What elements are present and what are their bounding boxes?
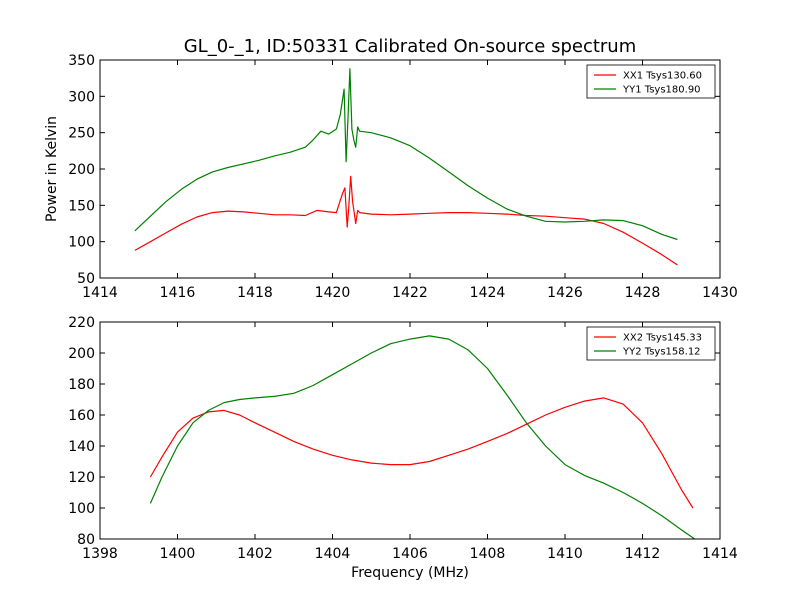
x-tick-label-0-5: 1424 xyxy=(470,285,506,301)
legend-label-0-1: YY1 Tsys180.90 xyxy=(622,85,701,96)
x-tick-label-1-2: 1402 xyxy=(237,546,273,562)
legend-1 xyxy=(586,326,716,361)
x-tick-label-0-8: 1430 xyxy=(702,285,738,301)
x-tick-label-1-3: 1404 xyxy=(315,546,351,562)
x-axis-label: Frequency (MHz) xyxy=(351,565,469,581)
series-line-1-1 xyxy=(149,335,696,539)
x-tick-label-0-6: 1426 xyxy=(547,285,583,301)
x-tick-label-0-3: 1420 xyxy=(315,285,351,301)
y-tick-label-0-4: 250 xyxy=(68,126,95,142)
y-tick-label-1-2: 120 xyxy=(68,470,95,486)
x-tick-label-0-1: 1416 xyxy=(160,285,196,301)
bottom-panel: 1398 1400 1402 1404 1406 1408 1410 1412 1414 80 10… xyxy=(68,315,738,562)
y-tick-label-1-1: 100 xyxy=(68,501,95,517)
x-tick-label-1-4: 1406 xyxy=(392,546,428,562)
x-tick-label-1-6: 1410 xyxy=(547,546,583,562)
x-tick-label-1-7: 1412 xyxy=(625,546,661,562)
x-tick-label-0-7: 1428 xyxy=(625,285,661,301)
y-tick-label-0-2: 150 xyxy=(68,198,95,214)
y-tick-label-0-3: 200 xyxy=(68,162,95,178)
x-tick-label-1-1: 1400 xyxy=(160,546,196,562)
y-tick-label-0-6: 350 xyxy=(68,53,95,69)
y-tick-label-1-7: 220 xyxy=(68,315,95,331)
legend-0 xyxy=(586,64,716,99)
figure-title: GL_0-_1, ID:50331 Calibrated On-source s… xyxy=(184,36,637,57)
legend-label-1-0: XX2 Tsys145.33 xyxy=(623,333,702,344)
series-line-1-0 xyxy=(149,397,694,509)
y-tick-label-1-3: 140 xyxy=(68,439,95,455)
y-tick-label-1-0: 80 xyxy=(77,532,95,548)
x-tick-label-0-4: 1422 xyxy=(392,285,428,301)
top-panel: 1414 1416 1418 1420 1422 1424 1426 1428 1430 50 10… xyxy=(68,53,738,301)
legend-label-1-1: YY2 Tsys158.12 xyxy=(622,347,701,358)
y-tick-label-0-0: 50 xyxy=(77,271,95,287)
x-tick-label-1-8: 1414 xyxy=(702,546,738,562)
x-tick-label-1-0: 1398 xyxy=(82,546,118,562)
x-tick-label-1-5: 1408 xyxy=(470,546,506,562)
y-tick-label-0-1: 100 xyxy=(68,235,95,251)
y-axis-label: Power in Kelvin xyxy=(44,116,60,222)
y-tick-label-1-5: 180 xyxy=(68,377,95,393)
y-tick-label-0-5: 300 xyxy=(68,89,95,105)
x-tick-label-0-2: 1418 xyxy=(237,285,273,301)
series-line-0-0 xyxy=(134,175,678,266)
y-tick-label-1-4: 160 xyxy=(68,408,95,424)
y-tick-label-1-6: 200 xyxy=(68,346,95,362)
legend-label-0-0: XX1 Tsys130.60 xyxy=(623,71,702,82)
x-tick-label-0-0: 1414 xyxy=(82,285,118,301)
series-line-0-1 xyxy=(134,68,678,241)
